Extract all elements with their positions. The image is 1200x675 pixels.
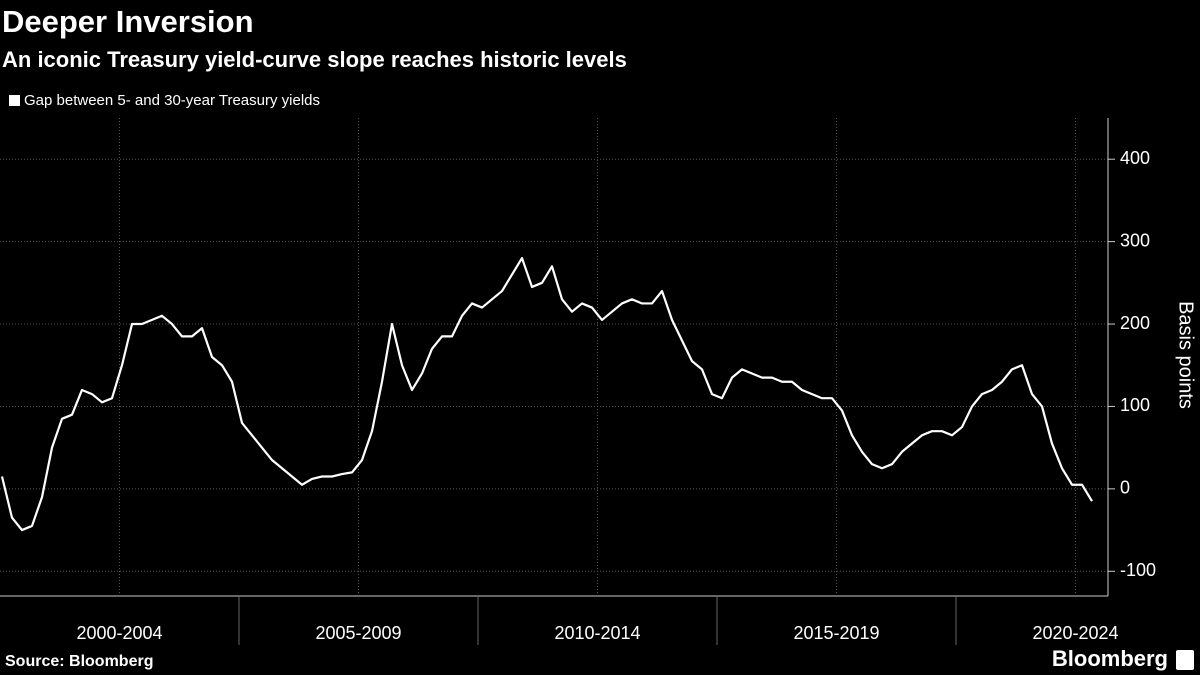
chart-subtitle: An iconic Treasury yield-curve slope rea… [2,47,627,72]
y-tick-label: 400 [1120,148,1150,168]
y-tick-label: 300 [1120,230,1150,250]
x-band-label: 2005-2009 [315,623,401,643]
chart-title: Deeper Inversion [2,4,254,39]
x-band-label: 2010-2014 [554,623,640,643]
data-line [0,257,1093,532]
y-tick-label: 100 [1120,395,1150,415]
source: Source: Bloomberg [5,653,153,670]
y-tick-label: 200 [1120,313,1150,333]
legend-swatch [9,95,20,106]
y-tick-label: 0 [1120,478,1130,498]
y-tick-label: -100 [1120,560,1156,580]
legend-label: Gap between 5- and 30-year Treasury yiel… [24,92,320,109]
x-band-label: 2020-2024 [1032,623,1118,643]
x-band-label: 2015-2019 [793,623,879,643]
brand-icon [1176,650,1194,670]
brand: Bloomberg [1052,646,1168,671]
y-axis-label: Basis points [1175,301,1197,409]
x-band-label: 2000-2004 [76,623,162,643]
